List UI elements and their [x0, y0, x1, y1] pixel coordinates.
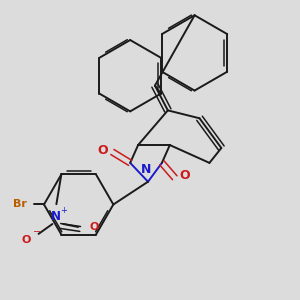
- Text: O: O: [22, 235, 31, 245]
- Text: +: +: [60, 206, 67, 214]
- Text: O: O: [89, 222, 99, 232]
- Text: N: N: [141, 163, 151, 176]
- Text: O: O: [179, 169, 190, 182]
- Text: −: −: [32, 227, 40, 237]
- Text: O: O: [97, 143, 108, 157]
- Text: N: N: [51, 210, 62, 223]
- Text: Br: Br: [13, 200, 27, 209]
